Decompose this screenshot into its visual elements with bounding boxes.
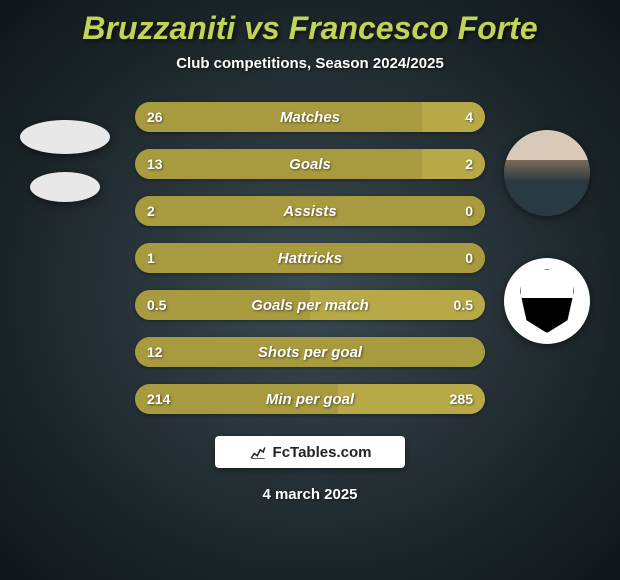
player2-club-badge (504, 258, 590, 344)
stat-bar: 264Matches (135, 102, 485, 132)
footer-date: 4 march 2025 (0, 486, 620, 503)
stat-label: Goals per match (135, 297, 485, 314)
stat-label: Matches (135, 109, 485, 126)
stat-label: Goals (135, 156, 485, 173)
stat-bar: 10Hattricks (135, 243, 485, 273)
stat-bar: 132Goals (135, 149, 485, 179)
player1-avatar-ellipse-bottom (30, 172, 100, 202)
stats-bars: 264Matches 132Goals 20Assists 10Hattricks 0.… (135, 102, 485, 414)
player1-avatar-ellipse-top (20, 120, 110, 154)
page-title: Bruzzaniti vs Francesco Forte (0, 0, 620, 47)
stat-label: Hattricks (135, 250, 485, 267)
chart-icon (249, 443, 267, 461)
stat-bar: 214285Min per goal (135, 384, 485, 414)
brand-logo[interactable]: FcTables.com (215, 436, 405, 468)
stat-label: Min per goal (135, 391, 485, 408)
brand-label: FcTables.com (273, 444, 372, 461)
stat-label: Shots per goal (135, 344, 485, 361)
stat-label: Assists (135, 203, 485, 220)
stat-bar: 20Assists (135, 196, 485, 226)
shield-icon (520, 269, 574, 333)
stat-bar: 12Shots per goal (135, 337, 485, 367)
stat-bar: 0.50.5Goals per match (135, 290, 485, 320)
subtitle: Club competitions, Season 2024/2025 (0, 55, 620, 72)
player2-avatar (504, 130, 590, 216)
